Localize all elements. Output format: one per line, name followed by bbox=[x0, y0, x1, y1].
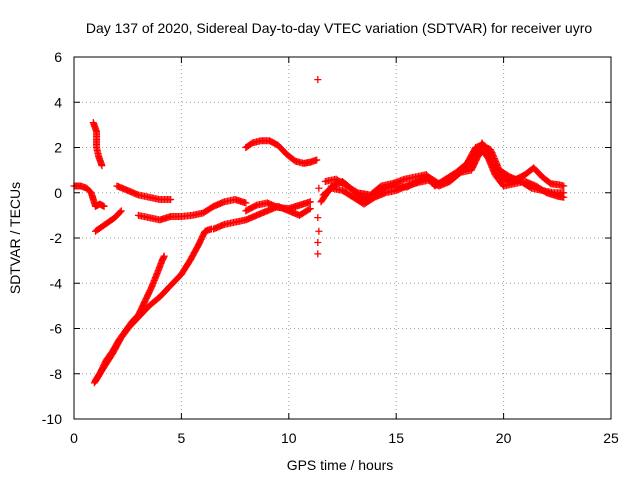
series-hump-arc bbox=[242, 137, 321, 167]
x-tick-label: 5 bbox=[178, 430, 186, 446]
series-mid-arc-1 bbox=[113, 182, 175, 204]
data-point bbox=[305, 205, 313, 213]
data-point bbox=[313, 156, 321, 164]
gridlines bbox=[74, 57, 611, 419]
data-point bbox=[160, 252, 168, 260]
y-tick-label: -4 bbox=[50, 275, 63, 291]
y-tick-label: 6 bbox=[54, 49, 62, 65]
series-early-arc-3 bbox=[70, 182, 108, 210]
data-point bbox=[306, 198, 314, 206]
chart-title: Day 137 of 2020, Sidereal Day-to-day VTE… bbox=[86, 20, 592, 36]
data-point bbox=[314, 239, 322, 247]
data-point bbox=[315, 227, 323, 235]
x-tick-label: 0 bbox=[70, 430, 78, 446]
data-point bbox=[560, 189, 568, 197]
y-tick-label: 2 bbox=[54, 140, 62, 156]
data-point bbox=[98, 162, 106, 170]
axis-ticks: 0 5 10 15 20 25 -10 -8 -6 -4 -2 0 2 4 6 bbox=[42, 49, 619, 446]
series-outliers bbox=[314, 76, 323, 258]
y-tick-label: 0 bbox=[54, 185, 62, 201]
x-tick-label: 10 bbox=[281, 430, 297, 446]
series-mid-arc-4 bbox=[242, 198, 314, 215]
data-points bbox=[70, 76, 568, 387]
data-point bbox=[167, 196, 175, 204]
data-point bbox=[306, 205, 314, 213]
x-axis-label: GPS time / hours bbox=[287, 457, 394, 473]
data-point bbox=[315, 184, 323, 192]
data-point bbox=[314, 214, 322, 222]
y-tick-label: 4 bbox=[54, 94, 62, 110]
series-late-arc-2 bbox=[319, 146, 568, 208]
series-early-arc-2 bbox=[89, 119, 106, 170]
series-late-arc-3 bbox=[321, 141, 568, 199]
y-tick-label: -2 bbox=[50, 230, 63, 246]
x-tick-label: 15 bbox=[388, 430, 404, 446]
series-mid-arc-2 bbox=[134, 196, 250, 224]
x-tick-label: 25 bbox=[603, 430, 619, 446]
y-tick-label: -6 bbox=[50, 321, 63, 337]
data-point bbox=[117, 207, 125, 215]
x-tick-label: 20 bbox=[496, 430, 512, 446]
y-tick-label: -8 bbox=[50, 366, 63, 382]
data-point bbox=[242, 199, 250, 207]
data-point bbox=[314, 250, 322, 258]
data-point bbox=[116, 208, 124, 216]
data-point bbox=[560, 182, 568, 190]
data-point bbox=[314, 76, 322, 84]
y-axis-label: SDTVAR / TECUs bbox=[7, 182, 23, 294]
y-tick-label: -10 bbox=[42, 411, 62, 427]
series-steep-rise-b bbox=[91, 225, 215, 385]
data-point bbox=[100, 202, 108, 210]
series-early-arc-1 bbox=[91, 207, 125, 235]
